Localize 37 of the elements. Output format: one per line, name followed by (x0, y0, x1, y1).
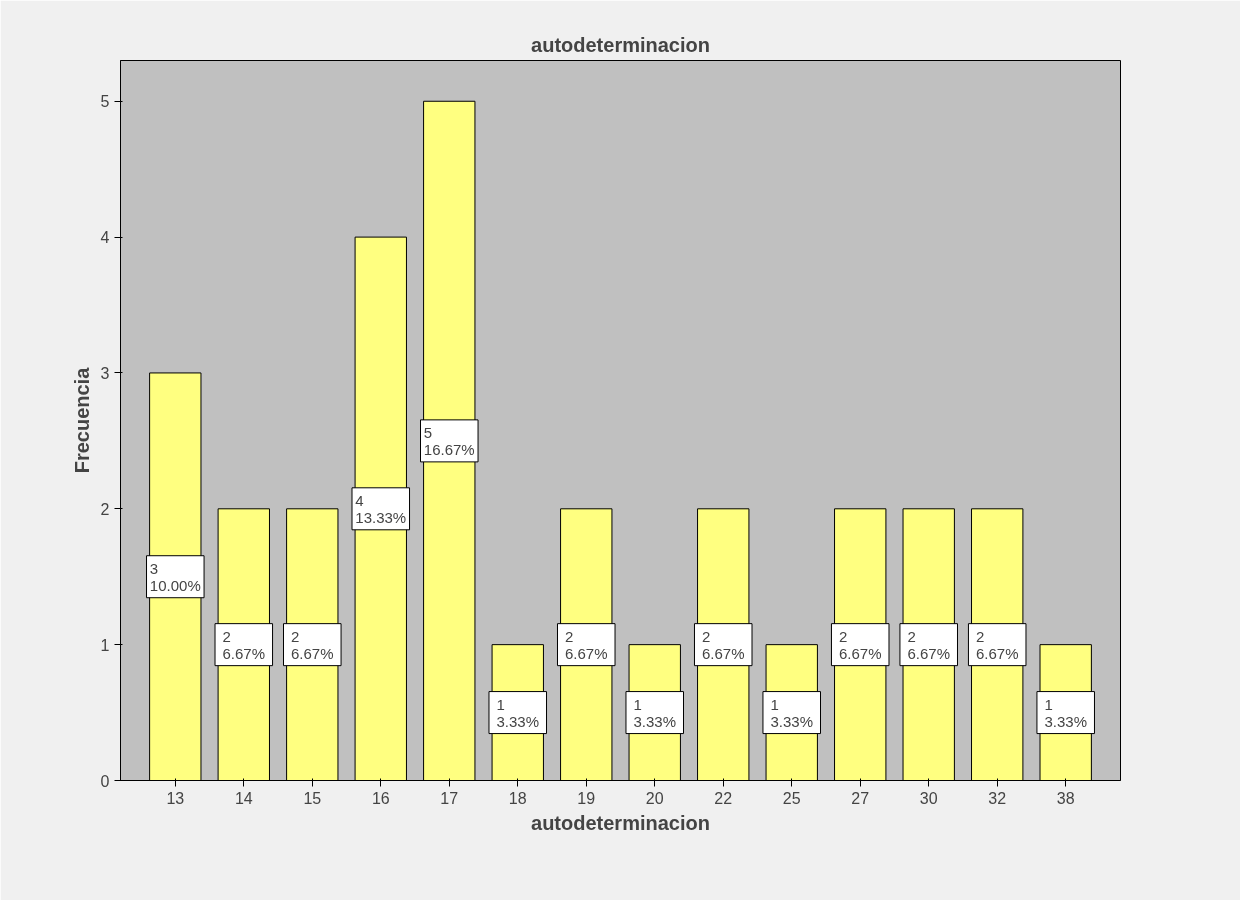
x-tick-label: 19 (577, 789, 596, 807)
data-label: 1 3.33% (496, 695, 540, 730)
x-tick-label: 18 (508, 789, 527, 807)
chart-title: autodeterminacion (531, 33, 710, 56)
data-label: 2 6.67% (907, 627, 950, 662)
data-label: 1 3.33% (1044, 695, 1087, 730)
x-tick-label: 16 (371, 789, 390, 807)
y-tick-label: 5 (100, 93, 110, 111)
data-label: 2 6.67% (975, 627, 1019, 662)
data-label: 4 13.33% (355, 491, 407, 526)
x-tick-label: 38 (1056, 789, 1075, 807)
y-tick-label: 2 (100, 500, 110, 518)
x-axis-title: autodeterminacion (531, 811, 710, 834)
data-label: 2 6.67% (564, 627, 608, 662)
data-label: 3 10.00% (149, 559, 201, 594)
data-label: 2 6.67% (701, 627, 745, 662)
data-label: 2 6.67% (222, 627, 266, 662)
data-label: 1 3.33% (633, 695, 677, 730)
y-tick-label: 3 (100, 364, 110, 382)
x-tick-label: 32 (988, 789, 1007, 807)
x-tick-label: 30 (919, 789, 938, 807)
data-label: 2 6.67% (291, 627, 334, 662)
x-tick-label: 13 (166, 789, 185, 807)
x-tick-label: 27 (851, 789, 870, 807)
y-axis-title: Frecuencia (70, 366, 93, 474)
x-tick-label: 20 (645, 789, 664, 807)
x-tick-label: 14 (234, 789, 253, 807)
data-label: 1 3.33% (770, 695, 814, 730)
data-label: 5 16.67% (423, 423, 475, 458)
data-label: 2 6.67% (838, 627, 882, 662)
y-tick-label: 1 (100, 636, 110, 654)
x-tick-label: 25 (782, 789, 801, 807)
y-tick-label: 0 (100, 772, 110, 790)
y-tick-label: 4 (100, 229, 110, 247)
x-tick-label: 15 (303, 789, 322, 807)
x-tick-label: 17 (440, 789, 459, 807)
x-tick-label: 22 (714, 789, 733, 807)
